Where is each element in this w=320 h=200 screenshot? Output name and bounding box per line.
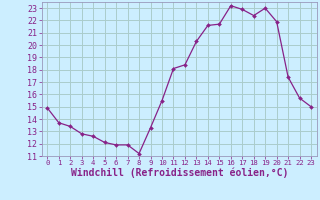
X-axis label: Windchill (Refroidissement éolien,°C): Windchill (Refroidissement éolien,°C) — [70, 168, 288, 178]
